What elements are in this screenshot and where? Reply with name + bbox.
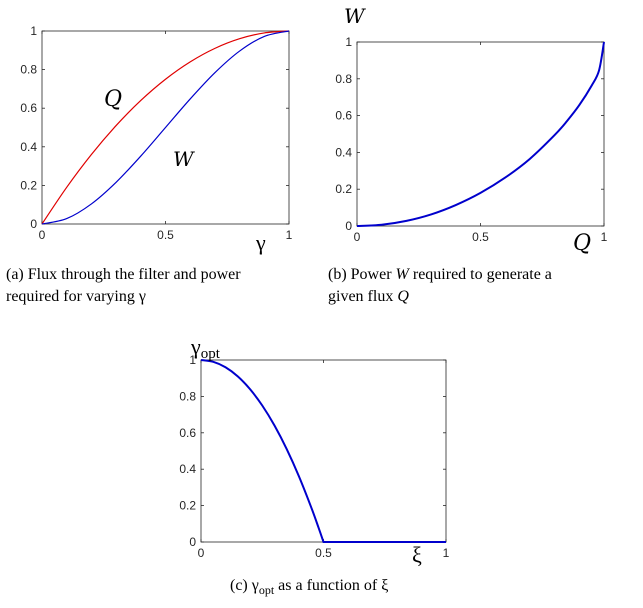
panel-b-series-line-1 xyxy=(356,41,605,227)
panel-a-x-tick-label: 0 xyxy=(39,228,46,242)
panel-c-series xyxy=(200,359,446,543)
panel-b-x-tick-label: 1 xyxy=(601,230,608,244)
panel-b-y-tick-label: 0.2 xyxy=(335,182,352,196)
caption-a-line-2: required for varying γ xyxy=(6,288,146,305)
caption-b-text-2: required to generate a xyxy=(408,266,552,283)
panel-a-series xyxy=(41,30,290,225)
caption-a: (a) Flux through the filter and power re… xyxy=(6,264,326,308)
panel-c-plot-box xyxy=(200,359,447,543)
panel-c-y-tick-label: 0.8 xyxy=(179,389,196,403)
panel-b-y-tick-label: 0.6 xyxy=(335,109,352,123)
panel-c-x-tick-label: 0 xyxy=(198,546,205,560)
panel-c-y-tick-label: 0.2 xyxy=(179,499,196,513)
caption-b-symbol-q: Q xyxy=(397,288,409,305)
caption-c-subscript: opt xyxy=(258,583,275,598)
caption-b-symbol-w: W xyxy=(395,266,409,283)
panel-b-x-axis-label: Q xyxy=(573,231,591,256)
panel-a-series-line-2 xyxy=(41,30,290,225)
panel-b-x-tick-label: 0 xyxy=(354,230,361,244)
panel-c-series-line-1 xyxy=(200,359,446,543)
panel-b-y-tick-label: 0.4 xyxy=(335,145,352,159)
panel-c-y-tick-label: 1 xyxy=(189,353,196,367)
panel-a-y-tick-label: 0.8 xyxy=(20,63,37,77)
caption-a-line-1: (a) Flux through the filter and power xyxy=(6,266,241,283)
panel-a-y-tick-label: 0 xyxy=(30,217,37,231)
panel-a-series-label-q: Q xyxy=(104,87,122,112)
panel-b-y-tick-label: 0.8 xyxy=(335,72,352,86)
panel-b-y-axis-label: W xyxy=(344,4,366,28)
panel-a-y-tick-label: 0.6 xyxy=(20,101,37,115)
panel-b-ticks: 0 0.5 1 0 0.2 0.4 0.6 0.8 1 xyxy=(335,35,607,244)
panel-c-y-axis-label: γopt xyxy=(190,334,221,362)
panel-a-ticks: 0 0.5 1 0 0.2 0.4 0.6 0.8 1 xyxy=(20,24,292,242)
caption-c-text-2: as a function of ξ xyxy=(274,577,389,594)
panel-b-y-tick-label: 0 xyxy=(345,219,352,233)
panel-a-series-label-w: W xyxy=(173,147,195,171)
panel-c-x-axis-label: ξ xyxy=(412,542,422,567)
panel-a-chart: 0 0.5 1 0 0.2 0.4 0.6 0.8 1 Q W γ xyxy=(20,24,292,255)
panel-a-x-tick-label: 1 xyxy=(286,228,293,242)
panel-b-x-tick-label: 0.5 xyxy=(472,230,489,244)
caption-b-text-1: (b) Power xyxy=(328,266,396,283)
panel-a-y-tick-label: 1 xyxy=(30,24,37,38)
panel-c-x-tick-label: 0.5 xyxy=(315,546,332,560)
panel-c-chart: 0 0.5 1 0 0.2 0.4 0.6 0.8 1 γopt ξ xyxy=(179,334,449,567)
panel-a-series-line-1 xyxy=(41,30,290,225)
panel-b-series xyxy=(356,41,605,227)
caption-b-text-3: given flux xyxy=(328,288,398,305)
panel-a-x-tick-label: 0.5 xyxy=(157,228,174,242)
panel-a-x-axis-label: γ xyxy=(255,230,266,255)
caption-b: (b) Power W required to generate a given… xyxy=(328,264,640,308)
panel-c-ticks: 0 0.5 1 0 0.2 0.4 0.6 0.8 1 xyxy=(179,353,449,560)
caption-c: (c) γopt as a function of ξ xyxy=(230,575,388,601)
panel-b-plot-box xyxy=(356,41,605,227)
panel-a-y-tick-label: 0.2 xyxy=(20,178,37,192)
panel-c-x-tick-label: 1 xyxy=(443,546,450,560)
panel-b-chart: 0 0.5 1 0 0.2 0.4 0.6 0.8 1 W Q xyxy=(335,4,607,256)
panel-c-y-tick-label: 0 xyxy=(189,535,196,549)
panel-c-y-tick-label: 0.6 xyxy=(179,426,196,440)
panel-a-y-tick-label: 0.4 xyxy=(20,140,37,154)
panel-b-y-tick-label: 1 xyxy=(345,35,352,49)
caption-c-text-1: (c) γ xyxy=(230,577,259,594)
panel-c-y-tick-label: 0.4 xyxy=(179,462,196,476)
